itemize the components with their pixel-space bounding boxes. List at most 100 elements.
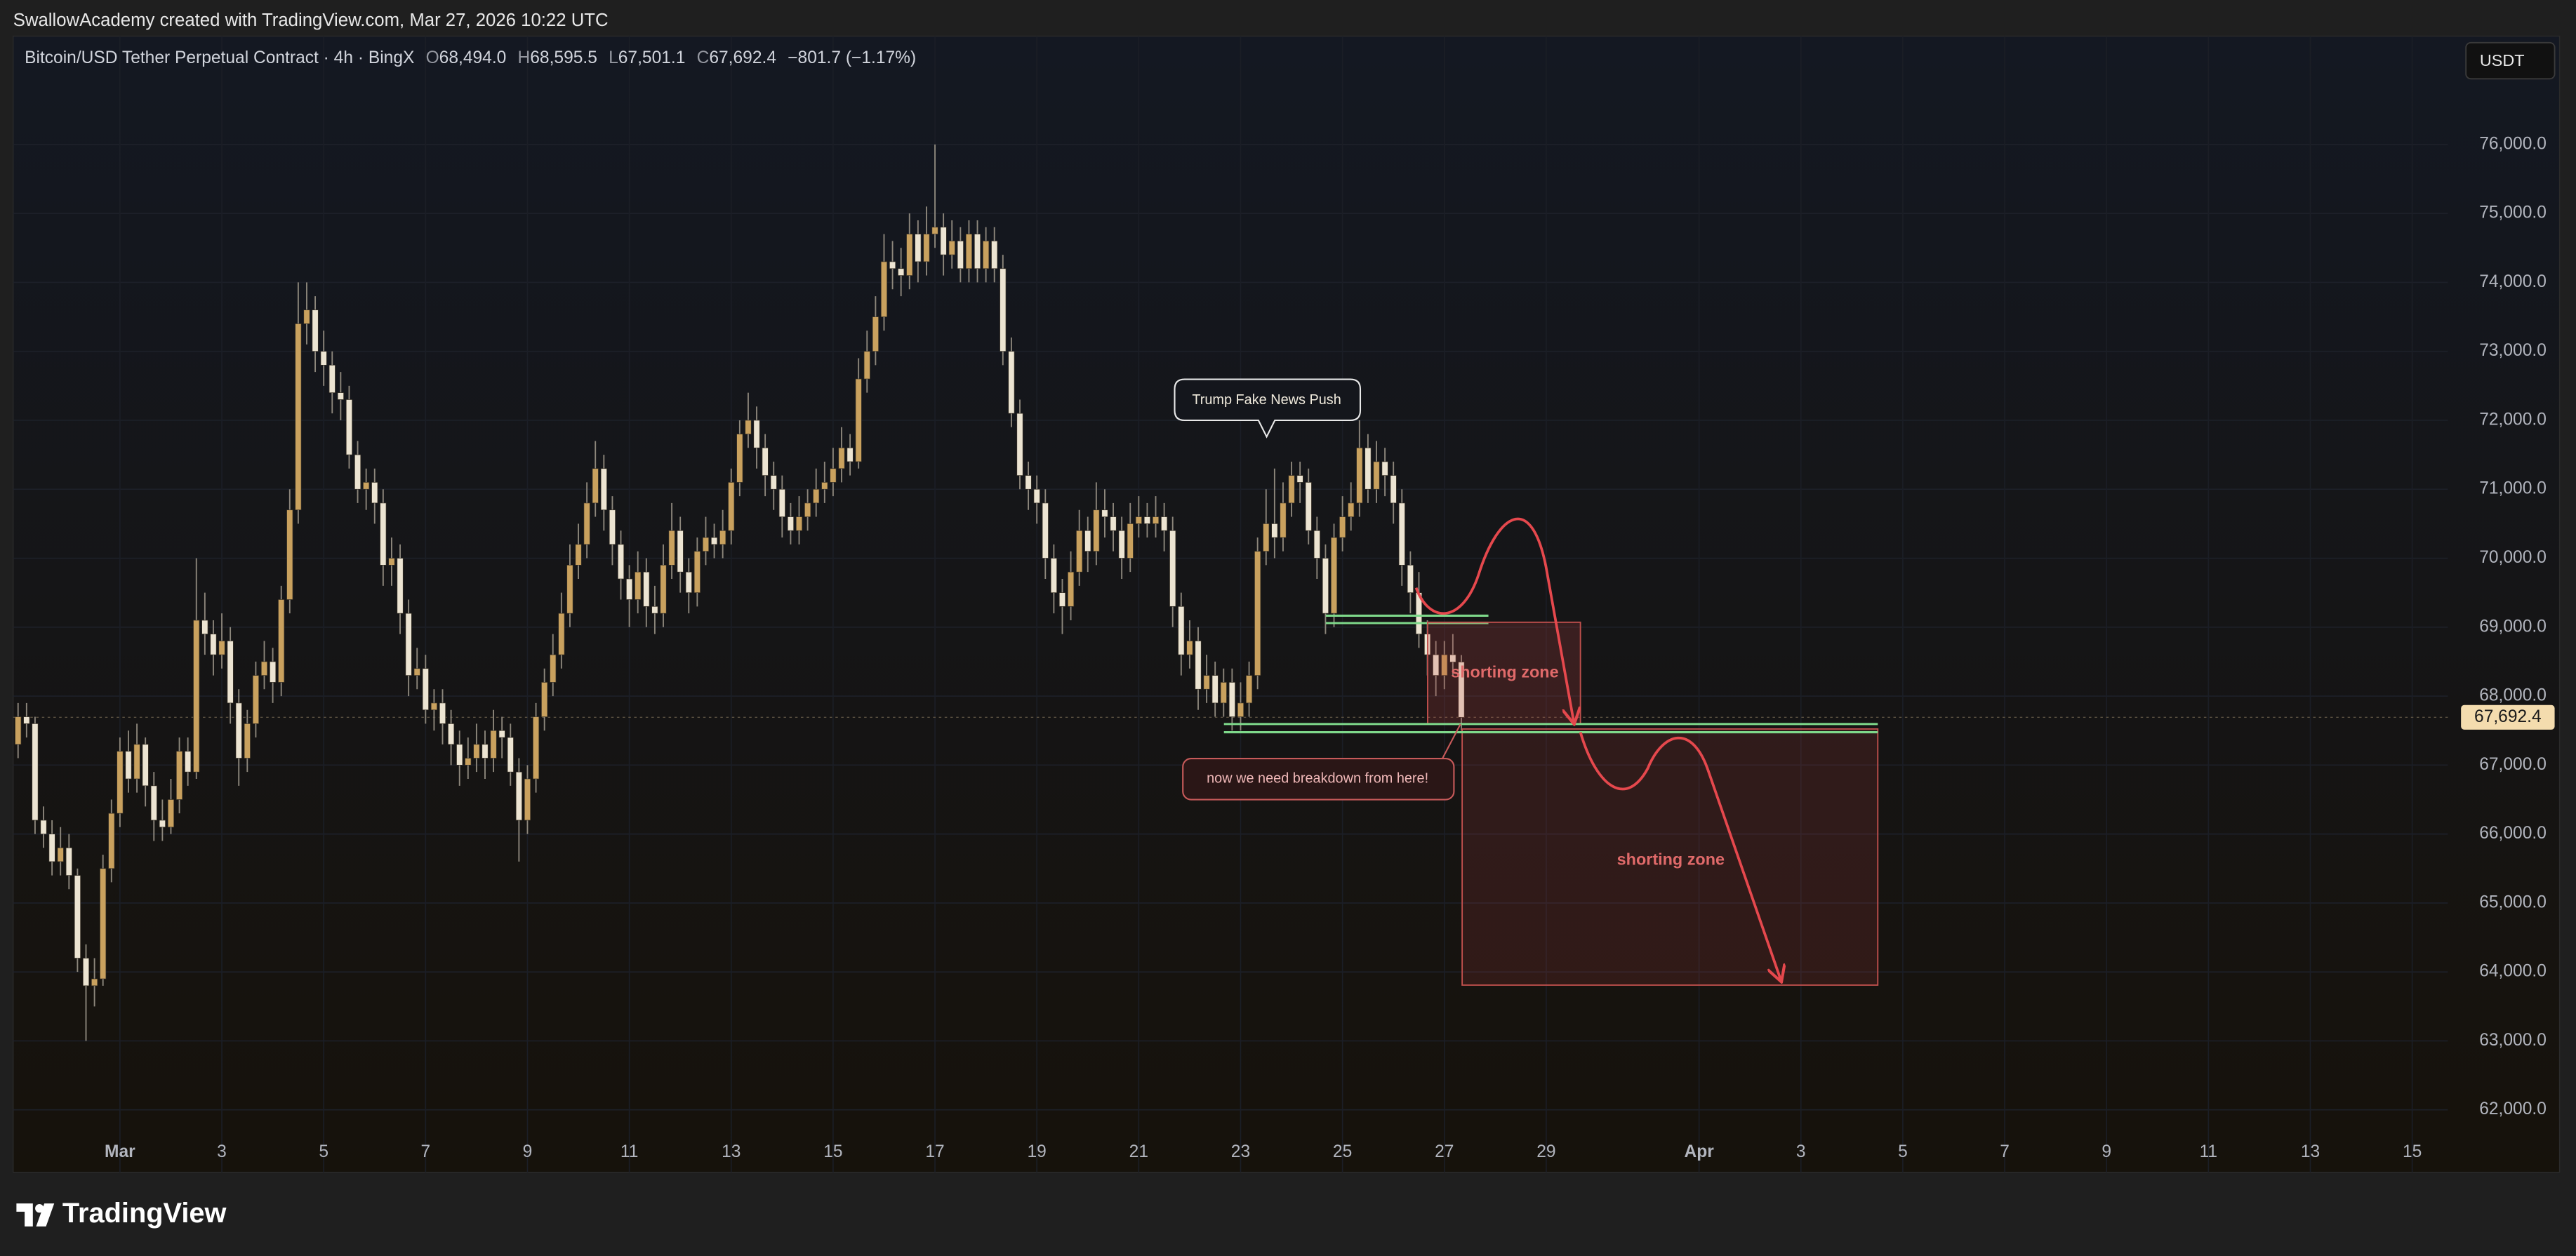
y-tick-label: 64,000.0: [2479, 962, 2547, 981]
candle-body: [872, 316, 879, 352]
callout-box: [1174, 378, 1362, 439]
candle-body: [1050, 558, 1057, 594]
last-price-label: 67,692.4: [2474, 707, 2542, 726]
candle-body: [1296, 475, 1303, 483]
y-tick-label: 69,000.0: [2479, 617, 2547, 636]
candle-body: [702, 537, 710, 552]
candle-body: [643, 571, 650, 607]
candle-body: [923, 234, 930, 262]
candle-body: [762, 447, 769, 476]
candle-body: [278, 599, 285, 683]
y-tick-label: 71,000.0: [2479, 479, 2547, 498]
y-tick-label: 73,000.0: [2479, 341, 2547, 360]
candle-body: [1161, 516, 1168, 531]
axes: 62,000.0 63,000.0 64,000.0 65,000.0 66,000.0…: [105, 134, 2555, 1161]
candle-body: [371, 482, 378, 504]
x-tick-label: 13: [722, 1142, 741, 1161]
candle-body: [898, 268, 905, 276]
candle-body: [1127, 523, 1134, 559]
note-pointer: [1442, 723, 1461, 759]
candle-body: [1008, 351, 1015, 414]
candle-body: [1110, 516, 1117, 531]
zone-label: shorting zone: [1617, 850, 1725, 868]
candle-body: [1365, 447, 1372, 490]
candle-body: [328, 364, 336, 394]
candle-body: [74, 875, 81, 958]
x-tick-label: 15: [823, 1142, 842, 1161]
candle-body: [413, 668, 420, 676]
candle-body: [983, 241, 990, 269]
candle-body: [303, 309, 310, 324]
candle-body: [1305, 482, 1312, 531]
x-tick-label: 15: [2403, 1142, 2422, 1161]
candle-body: [1118, 530, 1125, 559]
candle-body: [1220, 682, 1227, 704]
candle-body: [108, 813, 115, 869]
candle-body: [1195, 641, 1202, 690]
last-price-tag: [2461, 704, 2555, 730]
ohlc-value: 68,494.0: [439, 49, 507, 68]
chart-panel: [13, 35, 2561, 1173]
currency-button[interactable]: [2465, 41, 2556, 80]
candle-body: [710, 537, 718, 545]
candle-body: [175, 751, 183, 800]
brand-logo: TradingView: [16, 1198, 227, 1229]
candle-body: [320, 351, 327, 366]
candle-body: [1322, 558, 1329, 614]
ohlc-key: O: [426, 49, 439, 68]
candle-body: [1348, 502, 1355, 517]
candle-body: [167, 799, 175, 828]
candle-body: [142, 744, 149, 787]
candle-body: [668, 530, 675, 566]
candle-body: [770, 475, 777, 490]
x-tick-label: 9: [523, 1142, 533, 1161]
candle-body: [1313, 530, 1320, 559]
candle-body: [965, 234, 972, 269]
candle-body: [1381, 461, 1388, 476]
candle-body: [1135, 516, 1142, 524]
short-zone-box: [1427, 621, 1581, 725]
candle-body: [125, 751, 132, 780]
logo-mark: [36, 1203, 55, 1227]
candle-body: [363, 482, 370, 490]
candle-body: [795, 516, 803, 531]
candle-body: [575, 544, 582, 566]
candle-body: [626, 578, 633, 600]
candle-body: [830, 468, 837, 483]
candle-body: [1288, 475, 1295, 504]
candle-body: [940, 227, 947, 255]
candle-body: [1025, 475, 1032, 490]
candle-body: [82, 958, 90, 987]
candle-body: [745, 420, 752, 434]
candle-body: [100, 868, 107, 980]
candle-body: [1042, 502, 1049, 559]
candle-body: [337, 392, 344, 400]
candle-body: [185, 751, 192, 773]
candle-body: [270, 661, 277, 683]
ohlc-key: H: [518, 49, 531, 68]
y-tick-label: 65,000.0: [2479, 893, 2547, 911]
candle-body: [1263, 523, 1270, 552]
x-tick-label: 11: [2200, 1142, 2218, 1161]
candle-body: [354, 454, 361, 490]
candle-body: [778, 488, 785, 517]
symbol-legend: Bitcoin/USD Tether Perpetual Contract · …: [25, 49, 916, 68]
candle-body: [1093, 509, 1100, 552]
candle-body: [57, 847, 64, 862]
candle-body: [397, 558, 404, 614]
x-tick-label: 19: [1028, 1142, 1047, 1161]
candle-body: [1398, 502, 1405, 566]
y-tick-label: 63,000.0: [2479, 1031, 2547, 1050]
x-tick-label: 29: [1536, 1142, 1555, 1161]
candle-body: [1178, 606, 1185, 655]
x-tick-label: 5: [1898, 1142, 1908, 1161]
candle-body: [804, 502, 811, 517]
projection-arrow: [1579, 732, 1781, 980]
candle-body: [286, 509, 293, 600]
short-zone-box: [1461, 728, 1879, 986]
candle-body: [1246, 675, 1253, 704]
candle-body: [345, 399, 353, 455]
currency-label[interactable]: USDT: [2480, 51, 2525, 69]
x-tick-label: 21: [1129, 1142, 1148, 1161]
candle-body: [1441, 654, 1448, 676]
